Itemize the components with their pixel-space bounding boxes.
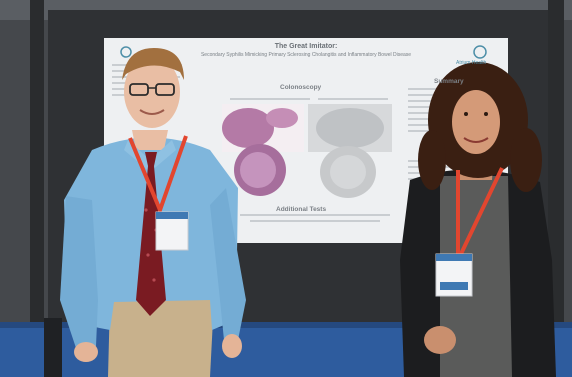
woman-presenter (400, 62, 556, 377)
poster: The Great Imitator: Secondary Syphilis M… (104, 38, 508, 243)
atrium-logo-icon-left (120, 46, 132, 58)
man-presenter (60, 48, 246, 377)
section-additional-tests: Additional Tests (276, 206, 327, 213)
section-colonoscopy: Colonoscopy (280, 84, 322, 91)
poster-subtitle: Secondary Syphilis Mimicking Primary Scl… (200, 52, 412, 58)
atrium-logo-icon (473, 45, 487, 59)
lanyard-2 (456, 167, 504, 258)
poster-title: The Great Imitator: (274, 43, 338, 50)
lanyard (128, 135, 188, 216)
section-summary: Summary (434, 78, 464, 85)
tie (136, 152, 166, 316)
booth-post-left (30, 0, 44, 377)
poster-logo-text: Atrium Health (456, 60, 487, 66)
stand-leg (44, 318, 62, 377)
